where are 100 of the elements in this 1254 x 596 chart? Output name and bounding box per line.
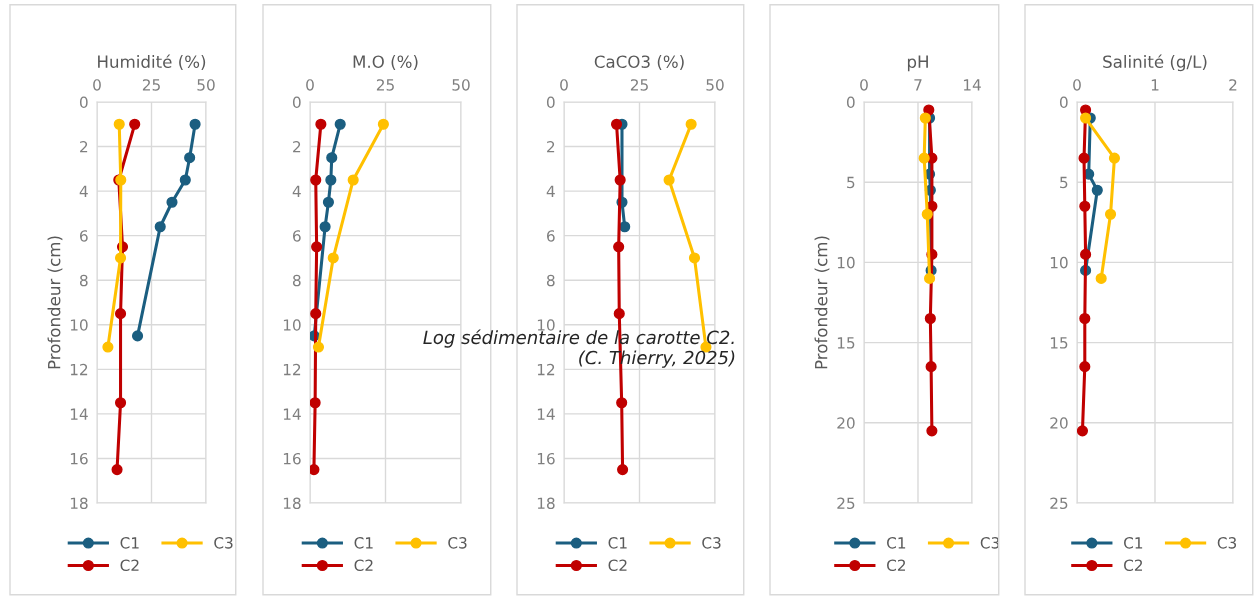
point [154,221,166,233]
legend-label: C3 [702,537,721,549]
y-tick-label: 6 [547,230,555,242]
x-tick-label: 2 [1229,79,1237,91]
point [617,464,629,476]
y-tick-label: 15 [1050,337,1068,349]
point [310,464,320,476]
y-tick-label: 14 [537,408,555,420]
x-tick-label: 25 [142,79,160,91]
point [1078,152,1090,164]
x-tick-label: 0 [560,79,568,91]
y-tick-label: 10 [1050,256,1068,269]
point [1104,208,1117,220]
y-tick-label: 18 [70,497,88,510]
x-tick-label: 50 [706,79,724,91]
y-tick-label: 2 [80,141,88,153]
y-tick-label: 14 [283,408,301,420]
point [924,312,936,325]
legend-label: C1 [1124,537,1143,549]
point [614,174,626,186]
y-tick-label: 25 [837,497,855,510]
y-tick-label: 16 [537,452,555,465]
point [310,174,322,186]
legend-label: C2 [1124,559,1143,572]
y-tick-label: 2 [547,141,555,153]
point [1091,184,1103,196]
legend-label: C3 [1217,537,1237,549]
x-tick-label: 7 [914,79,922,91]
point [613,308,625,320]
point [114,308,127,320]
y-tick-label: 10 [837,256,855,269]
point [315,118,327,130]
y-tick-label: 8 [79,274,88,287]
x-axis-title: CaCO3 (%) [594,55,684,70]
point [663,174,675,186]
point [1079,200,1091,212]
y-tick-label: 0 [292,96,301,109]
y-tick-label: 0 [79,96,88,109]
legend-label: C2 [887,559,906,572]
legend-label: C1 [887,537,906,549]
point [921,208,933,220]
point [189,118,201,130]
point [1095,272,1107,284]
point [326,152,338,164]
legend-label: C3 [448,537,467,549]
y-tick-label: 4 [292,185,301,197]
x-tick-label: 0 [93,79,101,91]
x-axis-title: Salinité (g/L) [1103,54,1207,72]
x-tick-label: 14 [963,79,981,91]
point [102,341,114,353]
y-tick-label: 10 [537,319,555,331]
y-tick-label: 20 [1050,417,1068,429]
y-tick-label: 18 [283,497,301,510]
y-tick-label: 4 [79,185,88,197]
point [924,272,936,284]
point [1080,248,1092,260]
x-tick-label: 1 [1151,79,1159,91]
point [1108,152,1120,164]
point [113,118,125,130]
y-axis-title: Profondeur (cm) [47,236,63,369]
y-tick-label: 4 [546,185,555,197]
y-tick-label: 25 [1050,497,1068,510]
y-tick-label: 14 [70,408,88,420]
point [114,397,127,409]
point [377,118,389,130]
point [1080,112,1092,124]
point [334,118,346,130]
x-tick-label: 50 [452,79,470,91]
y-tick-label: 10 [70,319,88,331]
point [312,341,325,353]
point [184,152,196,164]
point [179,174,191,186]
point [918,152,930,164]
y-tick-label: 10 [283,319,301,331]
point [114,252,127,264]
legend-label: C2 [354,559,373,572]
point [613,241,625,253]
point [310,397,321,409]
y-tick-label: 5 [847,176,855,189]
y-tick-label: 0 [1059,96,1068,109]
y-tick-label: 6 [80,230,88,242]
point [1077,425,1089,437]
y-tick-label: 15 [837,337,855,349]
point [327,252,339,264]
point [1079,361,1091,373]
point [685,118,697,130]
point [111,464,123,476]
y-tick-label: 6 [293,230,301,242]
point [311,241,323,253]
legend-label: C2 [120,559,139,572]
x-tick-label: 0 [306,79,314,91]
point [325,174,337,186]
point [319,221,331,233]
y-tick-label: 8 [292,274,301,287]
y-tick-label: 5 [1060,176,1068,189]
point [926,425,938,437]
point [610,118,623,130]
y-tick-label: 16 [70,452,88,465]
point [166,196,178,208]
point [322,196,334,208]
